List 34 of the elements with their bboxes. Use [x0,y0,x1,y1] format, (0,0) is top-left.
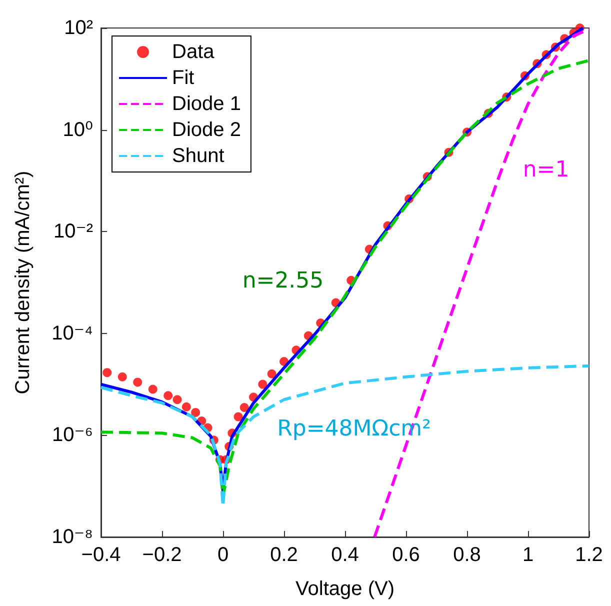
point [267,369,276,378]
point [191,408,200,417]
y-tick-label: 10² [64,17,94,39]
point [258,380,268,389]
legend-label: Shunt [172,145,225,167]
legend-label: Diode 1 [172,93,241,115]
y-tick-label: 10⁻² [54,220,94,243]
legend-label: Data [172,41,216,63]
point [148,384,158,394]
point [164,391,173,400]
y-axis-title: Current density (mA/cm²) [12,170,34,394]
y-tick-label: 10⁰ [62,118,93,141]
point [133,378,142,387]
x-tick-label: 1 [522,544,534,566]
x-tick-label: 0 [217,544,229,566]
y-tick-label: 10⁻⁶ [52,424,93,446]
legend-label: Fit [172,67,195,89]
x-tick-label: 0.2 [270,544,298,566]
point [240,403,249,412]
x-tick-label: 0.6 [392,544,420,566]
x-tick-label: 0.4 [331,544,359,566]
point [118,372,127,382]
annotation: n=1 [522,158,570,182]
x-axis-title: Voltage (V) [296,578,394,600]
point [102,368,112,378]
y-tick-label: 10⁻⁴ [52,322,93,344]
x-tick-label: 0.8 [453,544,481,566]
point [182,402,191,412]
annotation: n=2.55 [242,268,324,294]
x-tick-label: −0.2 [142,544,182,566]
x-tick-label: 1.2 [575,544,603,566]
point [234,412,243,422]
point [172,395,182,404]
legend-label: Diode 2 [172,119,241,141]
